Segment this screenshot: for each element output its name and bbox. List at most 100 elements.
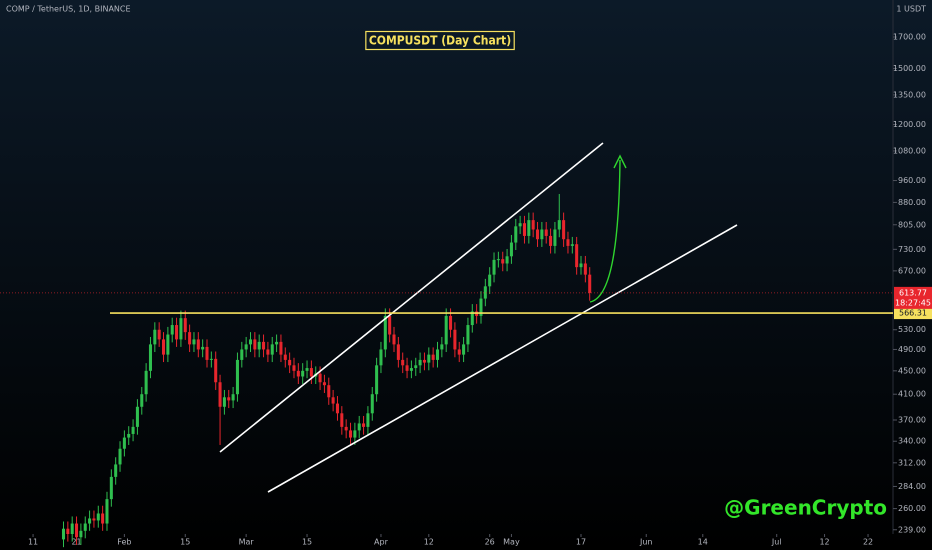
candle-body [453,329,457,350]
candle-body [235,359,239,395]
candle-body [122,437,126,449]
candle-body [405,365,409,371]
y-tick-label: 1700.00 [893,33,926,42]
y-tick-label: 1500.00 [893,64,926,73]
last-price-box [894,286,932,309]
candle-body [148,344,152,371]
candle-body [88,518,92,524]
candle-body [501,259,505,264]
x-tick-label: Jun [639,538,653,547]
candle-body [418,359,422,366]
y-tick-label: 410.00 [898,390,926,399]
candle-body [340,413,344,427]
candle-body [92,518,96,521]
candle-body [279,341,283,355]
candle-body [409,368,413,371]
y-tick-label: 450.00 [898,366,926,375]
candle-body [444,315,448,345]
candle-body [301,370,305,377]
candle-body [166,334,170,355]
candle-body [144,370,148,395]
candle-body [327,385,331,398]
candle-body [292,365,296,371]
candle-body [209,358,213,360]
candle-body [509,242,513,257]
candle-body [536,229,540,240]
candle-body [348,430,353,438]
candle-body [70,523,74,534]
y-tick-label: 670.00 [898,266,926,275]
candle-body [157,329,161,340]
x-tick-label: Jul [771,538,782,547]
candle-body [414,365,418,369]
candle-body [283,354,287,360]
candle-body [188,332,192,345]
candle-body [296,370,300,377]
x-tick-label: May [503,538,520,547]
title-box [365,30,515,51]
candle-body [549,235,553,246]
candle-body [566,239,570,246]
x-tick-label: 26 [485,538,495,547]
candle-body [266,349,270,355]
candle-body [562,220,566,240]
candle-body [483,286,487,299]
chart-header: COMP / TetherUS, 1D, BINANCE [6,5,131,14]
candle-body [344,426,348,431]
candle-body [101,513,105,524]
candle-body [422,359,426,363]
candle-body [440,344,444,350]
candle-body [105,499,109,524]
candle-body [496,259,500,261]
candle-body [79,530,83,538]
candle-body [253,339,257,350]
candle-body [522,223,526,236]
candle-body [427,354,431,363]
candle-body [466,325,470,345]
candle-body [401,359,405,366]
candle-body [514,226,518,243]
x-tick-label: 15 [180,538,190,547]
candle-body [196,339,200,350]
candle-body [570,244,574,246]
candle-body [396,344,400,360]
projection-arrow [589,159,621,303]
chart-title: COMPUSDT (Day Chart) [369,34,511,48]
candle-body [244,344,248,350]
candle-body [553,229,557,246]
x-tick-label: 12 [819,538,829,547]
candle-body [527,220,531,236]
x-tick-label: Mar [239,538,255,547]
candle-body [470,311,474,326]
candle-body [201,346,205,350]
y-tick-label: 260.00 [898,504,926,513]
y-tick-label: 880.00 [898,198,926,207]
candle-body [96,513,100,521]
candle-body [114,464,118,477]
y-tick-label: 490.00 [898,345,926,354]
candle-body [335,403,339,414]
candle-body [131,426,135,434]
candle-body [288,359,292,366]
candle-body [153,329,157,345]
candle-body [457,349,461,355]
candle-body [135,406,139,427]
trend-line-lower [267,224,738,493]
x-tick-label: Apr [374,538,389,547]
x-tick-label: 11 [28,538,38,547]
candle-body [575,244,579,268]
candle-body [375,365,379,395]
x-tick-label: Feb [117,538,131,547]
candle-body [531,220,535,230]
candle-body [118,448,122,465]
candle-body [175,325,179,340]
candle-body [505,256,509,264]
y-tick-label: 284.00 [898,482,926,491]
candle-body [322,382,326,386]
candle-body [248,339,253,345]
y-tick-label: 960.00 [898,176,926,185]
candle-body [257,341,261,350]
candle-body [270,344,274,355]
x-tick-label: 14 [698,538,708,547]
x-tick-label: 17 [576,538,586,547]
